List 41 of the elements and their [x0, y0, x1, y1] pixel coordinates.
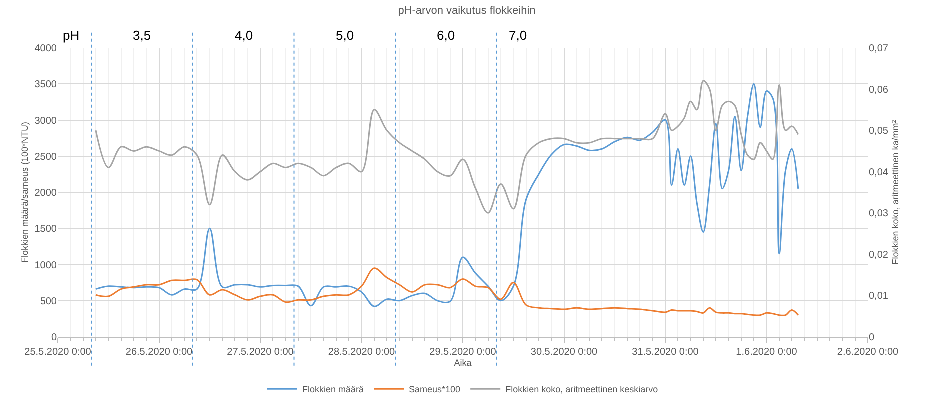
y2-tick-label: 0: [869, 332, 875, 344]
text: 6,0: [437, 28, 456, 43]
y-tick-label: 0: [51, 332, 58, 344]
x-tick-label: 26.5.2020 0:00: [126, 347, 194, 358]
text: 7,0: [509, 28, 528, 43]
y2-tick-label: 0,07: [869, 44, 889, 54]
text: pH: [63, 28, 80, 43]
y-tick-label: 1500: [34, 224, 58, 236]
x-tick-label: 29.5.2020 0:00: [430, 347, 497, 358]
y-tick-label: 1000: [34, 260, 58, 272]
y-axis-title: Flokkien määrä/sameus (100*NTU): [20, 122, 30, 264]
y-tick-label: 500: [40, 296, 58, 308]
y2-tick-label: 0,02: [869, 250, 889, 261]
y-tick-label: 2000: [34, 188, 58, 199]
x-tick-label: 28.5.2020 0:00: [328, 347, 396, 358]
y2-axis-title: Flokkien koko, aritmeettinen ka/mm²: [890, 120, 901, 265]
y2-tick-label: 0,05: [869, 126, 889, 138]
x-tick-label: 25.5.2020 0:00: [24, 347, 92, 358]
text: 3,5: [133, 28, 152, 43]
y-tick-label: 4000: [34, 44, 58, 54]
x-tick-label: 2.6.2020 0:00: [837, 347, 900, 358]
legend-label: Flokkien määrä: [302, 384, 364, 395]
x-tick-label: 31.5.2020 0:00: [632, 347, 700, 358]
y2-tick-label: 0,03: [869, 208, 889, 220]
text: 4,0: [235, 28, 254, 43]
y-tick-label: 3000: [34, 116, 58, 127]
x-tick-label: 27.5.2020 0:00: [227, 347, 294, 358]
text: 5,0: [336, 28, 354, 43]
x-tick-label: 30.5.2020 0:00: [530, 347, 598, 358]
chart-title: pH-arvon vaikutus flokkeihin: [398, 4, 536, 17]
legend-label: Sameus*100: [409, 384, 461, 395]
y2-tick-label: 0,04: [869, 167, 889, 178]
legend-label: Flokkien koko, aritmeettinen keskiarvo: [506, 384, 658, 395]
y2-tick-label: 0,01: [869, 291, 889, 302]
y-tick-label: 2500: [34, 152, 58, 163]
x-tick-label: 1.6.2020 0:00: [736, 347, 798, 358]
y-tick-label: 3500: [34, 80, 58, 91]
y2-tick-label: 0,06: [869, 84, 889, 96]
line-series: [95, 80, 800, 214]
x-axis-title: Aika: [454, 358, 472, 368]
line-series: [95, 268, 800, 316]
